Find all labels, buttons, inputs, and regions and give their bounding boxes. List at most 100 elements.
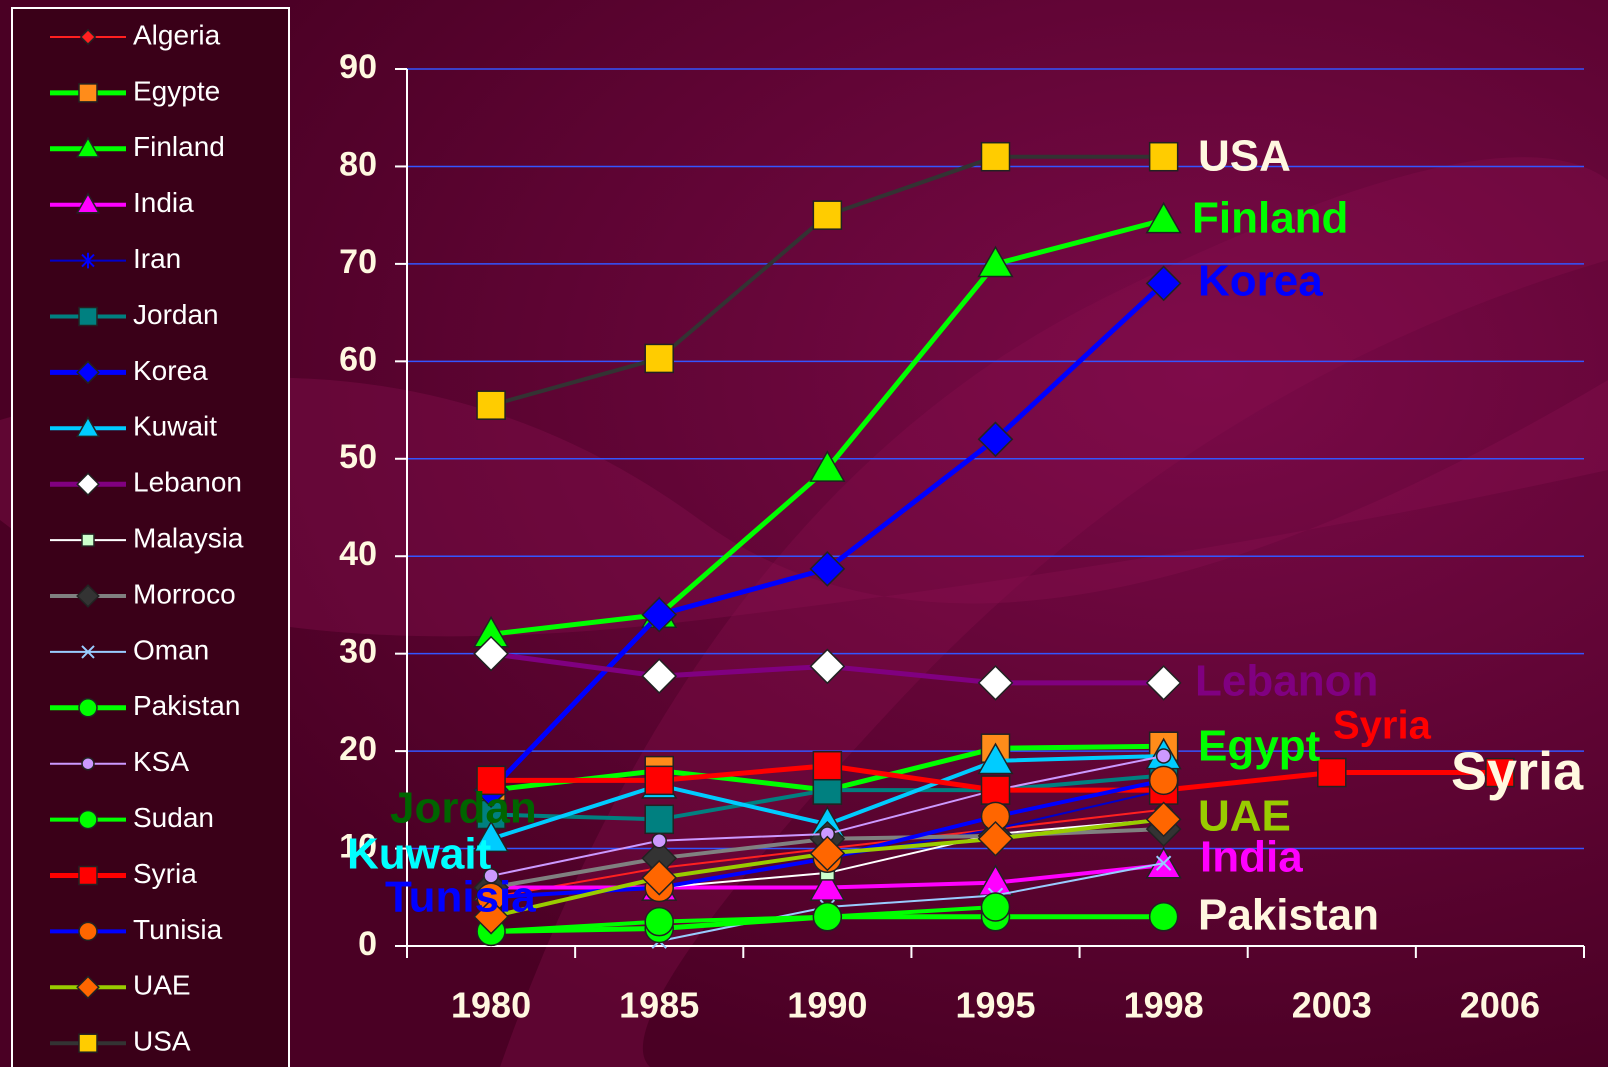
background-swirl xyxy=(500,157,1608,1067)
data-point xyxy=(644,906,674,937)
data-point xyxy=(812,750,843,781)
x-tick-label: 1980 xyxy=(451,985,531,1026)
series xyxy=(476,892,1011,947)
data-point xyxy=(1317,757,1347,788)
data-point xyxy=(809,869,846,901)
legend-marker xyxy=(76,472,100,497)
legend-marker xyxy=(75,192,101,214)
y-tick-label: 70 xyxy=(339,243,377,281)
legend-marker xyxy=(81,645,95,659)
y-tick-label: 40 xyxy=(339,535,377,573)
annotation: Kuwait xyxy=(347,830,492,879)
data-point xyxy=(980,775,1011,805)
data-point xyxy=(809,835,846,872)
legend-label: Lebanon xyxy=(133,467,242,498)
data-point xyxy=(977,421,1014,458)
data-point xyxy=(651,833,667,849)
legend-marker xyxy=(76,975,100,1000)
legend-marker xyxy=(75,415,101,438)
data-point xyxy=(1155,855,1172,871)
x-tick-label: 2003 xyxy=(1292,985,1372,1026)
y-tick-label: 80 xyxy=(339,145,377,183)
legend-label: Syria xyxy=(133,858,197,889)
series-line xyxy=(490,905,996,934)
legend-label: UAE xyxy=(133,970,191,1001)
y-tick-label: 0 xyxy=(358,925,377,963)
data-point xyxy=(977,665,1014,701)
y-tick-label: 60 xyxy=(339,340,377,378)
data-point xyxy=(1145,801,1182,838)
data-point xyxy=(1148,141,1179,172)
legend-label: USA xyxy=(133,1026,191,1057)
data-point xyxy=(644,343,674,374)
data-point xyxy=(809,450,846,482)
legend-label: Tunisia xyxy=(133,914,223,945)
data-point xyxy=(473,898,509,935)
legend-label: Morroco xyxy=(133,578,236,609)
data-point xyxy=(472,820,510,853)
annotation: Syria xyxy=(1451,741,1584,801)
annotation: Jordan xyxy=(390,784,537,833)
legend-marker xyxy=(81,533,95,547)
legend-label: Algeria xyxy=(133,19,221,50)
data-point xyxy=(641,596,678,633)
annotation: Tunisia xyxy=(385,873,536,922)
data-point xyxy=(1145,265,1182,302)
legend-label: Korea xyxy=(133,355,208,386)
legend-label: Sudan xyxy=(133,802,214,833)
legend-marker xyxy=(81,252,95,269)
data-point xyxy=(1148,765,1179,796)
data-point xyxy=(641,658,678,694)
legend-label: India xyxy=(133,187,194,218)
legend-marker xyxy=(78,865,98,886)
y-tick-label: 30 xyxy=(339,633,377,671)
data-point xyxy=(473,635,509,672)
annotation: Lebanon xyxy=(1195,657,1378,706)
legend-label: Malaysia xyxy=(133,522,244,553)
legend-marker xyxy=(78,921,98,942)
data-point xyxy=(977,742,1014,775)
legend-label: KSA xyxy=(133,746,189,777)
x-tick-label: 1998 xyxy=(1124,985,1204,1026)
legend-marker xyxy=(79,28,97,46)
data-point xyxy=(977,820,1014,857)
legend-marker xyxy=(78,809,98,830)
legend-marker xyxy=(78,1033,98,1053)
series xyxy=(473,635,1182,701)
annotation: Syria xyxy=(1333,704,1432,748)
data-point xyxy=(644,804,674,835)
legend-marker xyxy=(78,698,98,718)
annotation: Egypt xyxy=(1198,722,1321,771)
series xyxy=(473,265,1182,808)
legend-box xyxy=(11,7,290,1067)
legend-marker xyxy=(76,360,100,385)
series xyxy=(476,750,1515,805)
x-tick-label: 1995 xyxy=(955,985,1035,1026)
data-point xyxy=(1155,748,1172,764)
y-tick-label: 50 xyxy=(339,438,377,476)
y-tick-label: 10 xyxy=(339,828,377,866)
data-point xyxy=(812,902,843,932)
annotation: Pakistan xyxy=(1198,891,1379,940)
legend-label: Iran xyxy=(133,243,181,274)
data-point xyxy=(809,551,846,587)
x-tick-label: 1990 xyxy=(787,985,867,1026)
data-point xyxy=(641,859,678,896)
data-point xyxy=(1148,902,1179,932)
y-tick-label: 20 xyxy=(339,730,377,768)
annotation: USA xyxy=(1198,132,1291,181)
legend-label: Finland xyxy=(133,131,225,162)
data-point xyxy=(812,200,843,230)
data-point xyxy=(980,892,1011,922)
data-point xyxy=(1145,665,1182,701)
data-point xyxy=(476,390,506,420)
legend-label: Oman xyxy=(133,634,209,665)
legend-label: Jordan xyxy=(133,299,219,330)
y-tick-label: 90 xyxy=(339,48,377,86)
data-point xyxy=(980,141,1011,172)
annotation: India xyxy=(1200,833,1303,882)
x-tick-label: 2006 xyxy=(1460,985,1540,1026)
series xyxy=(473,801,1182,935)
data-point xyxy=(977,245,1014,278)
